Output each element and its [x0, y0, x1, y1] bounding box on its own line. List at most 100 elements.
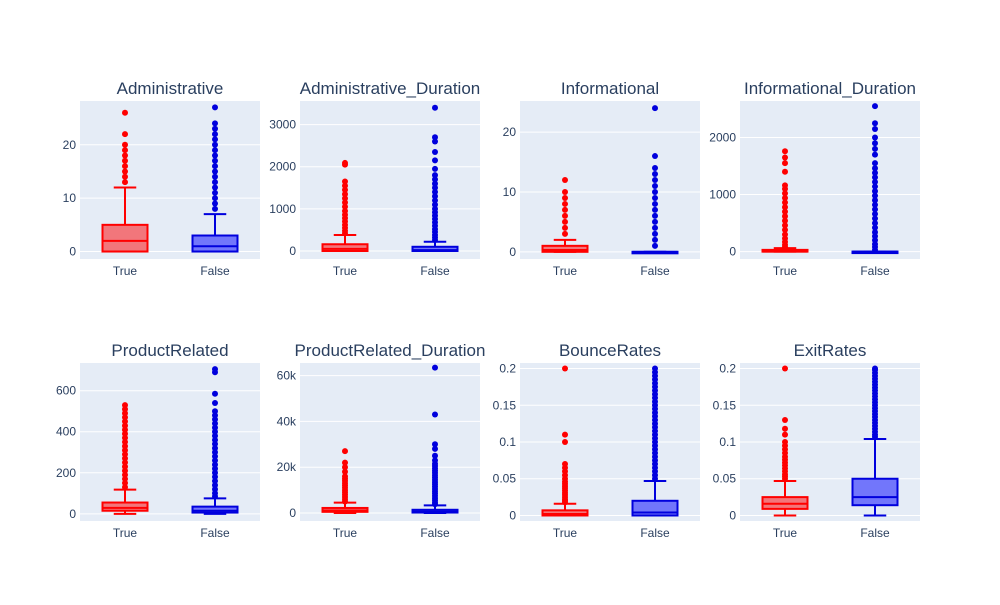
outlier-point [122, 484, 128, 491]
outlier-point [122, 179, 128, 186]
outlier-point [652, 165, 658, 172]
y-tick-label: 0.1 [499, 435, 516, 449]
outlier-point [122, 455, 128, 462]
outlier-point [122, 147, 128, 154]
outlier-point [122, 157, 128, 164]
outlier-point [122, 418, 128, 425]
x-tick-label: True [113, 526, 138, 540]
outlier-point [212, 390, 218, 397]
outlier-point [782, 154, 788, 161]
y-tick-label: 0.05 [713, 472, 737, 486]
outlier-point [872, 169, 878, 176]
outlier-point [342, 448, 348, 455]
y-tick-label: 3000 [269, 118, 296, 132]
outlier-point [432, 138, 438, 145]
outlier-point [122, 463, 128, 470]
outlier-point [652, 212, 658, 219]
outlier-point [122, 426, 128, 433]
iqr-box [541, 244, 589, 253]
outlier-point [212, 412, 218, 419]
y-tick-label: 2000 [709, 131, 736, 145]
y-tick-label: 0 [289, 244, 296, 258]
subplot-title: ProductRelated_Duration [295, 341, 486, 360]
y-tick-label: 1000 [709, 188, 736, 202]
outlier-point [872, 220, 878, 227]
outlier-point [872, 183, 878, 190]
outlier-point [432, 205, 438, 212]
box-true [761, 148, 809, 253]
outlier-point [432, 445, 438, 452]
y-tick-label: 0 [729, 508, 736, 522]
outlier-point [212, 457, 218, 464]
y-tick-label: 0 [69, 507, 76, 521]
subplot-title: Administrative [117, 79, 224, 98]
outlier-point [212, 461, 218, 468]
outlier-point [212, 445, 218, 452]
outlier-point [782, 208, 788, 215]
subplot-title: Informational_Duration [744, 79, 916, 98]
outlier-point [562, 200, 568, 207]
outlier-point [782, 231, 788, 238]
box-false [411, 104, 459, 252]
outlier-point [562, 439, 568, 445]
box-true [321, 448, 369, 514]
outlier-point [432, 104, 438, 111]
y-tick-label: 2000 [269, 160, 296, 174]
outlier-point [782, 213, 788, 220]
outlier-point [562, 194, 568, 201]
outlier-point [872, 365, 878, 372]
outlier-point [652, 188, 658, 195]
outlier-point [342, 207, 348, 214]
outlier-point [432, 172, 438, 179]
subplot-1: 0 10 20 Administrative True False [63, 79, 260, 278]
y-tick-label: 400 [56, 425, 76, 439]
outlier-point [872, 201, 878, 208]
subplot-title: ExitRates [794, 341, 867, 360]
outlier-point [872, 229, 878, 236]
outlier-point [122, 443, 128, 450]
outlier-point [122, 439, 128, 445]
outlier-point [122, 430, 128, 437]
outlier-point [342, 191, 348, 198]
outlier-point [212, 147, 218, 154]
outlier-point [432, 193, 438, 200]
outlier-point [342, 159, 348, 166]
outlier-point [212, 486, 218, 493]
outlier-point [212, 436, 218, 443]
subplot-8: 0 0.05 0.1 0.15 0.2 ExitRates True False [713, 341, 920, 540]
outlier-point [652, 177, 658, 183]
outlier-point [562, 206, 568, 213]
box-false [191, 366, 239, 515]
x-tick-label: True [113, 264, 138, 278]
y-tick-label: 0.15 [713, 398, 737, 412]
outlier-point [432, 134, 438, 141]
x-tick-label: False [640, 264, 670, 278]
outlier-point [122, 406, 128, 413]
outlier-point [432, 411, 438, 418]
outlier-point [342, 203, 348, 210]
y-tick-label: 0 [509, 245, 516, 259]
x-tick-label: True [773, 526, 798, 540]
outlier-point [122, 402, 128, 409]
outlier-point [782, 194, 788, 201]
plot-background [520, 101, 700, 259]
outlier-point [652, 194, 658, 201]
outlier-point [652, 200, 658, 207]
iqr-box [321, 243, 369, 252]
outlier-point [212, 195, 218, 202]
outlier-point [782, 217, 788, 224]
outlier-point [212, 141, 218, 148]
outlier-point [122, 434, 128, 441]
outlier-point [212, 449, 218, 456]
y-tick-label: 0.15 [493, 398, 517, 412]
outlier-point [432, 441, 438, 448]
outlier-point [342, 195, 348, 202]
outlier-point [782, 190, 788, 197]
x-tick-label: False [200, 526, 230, 540]
y-tick-label: 20 [63, 138, 77, 152]
plot-background [300, 363, 480, 521]
outlier-point [432, 364, 438, 371]
outlier-point [212, 482, 218, 489]
outlier-point [212, 366, 218, 373]
